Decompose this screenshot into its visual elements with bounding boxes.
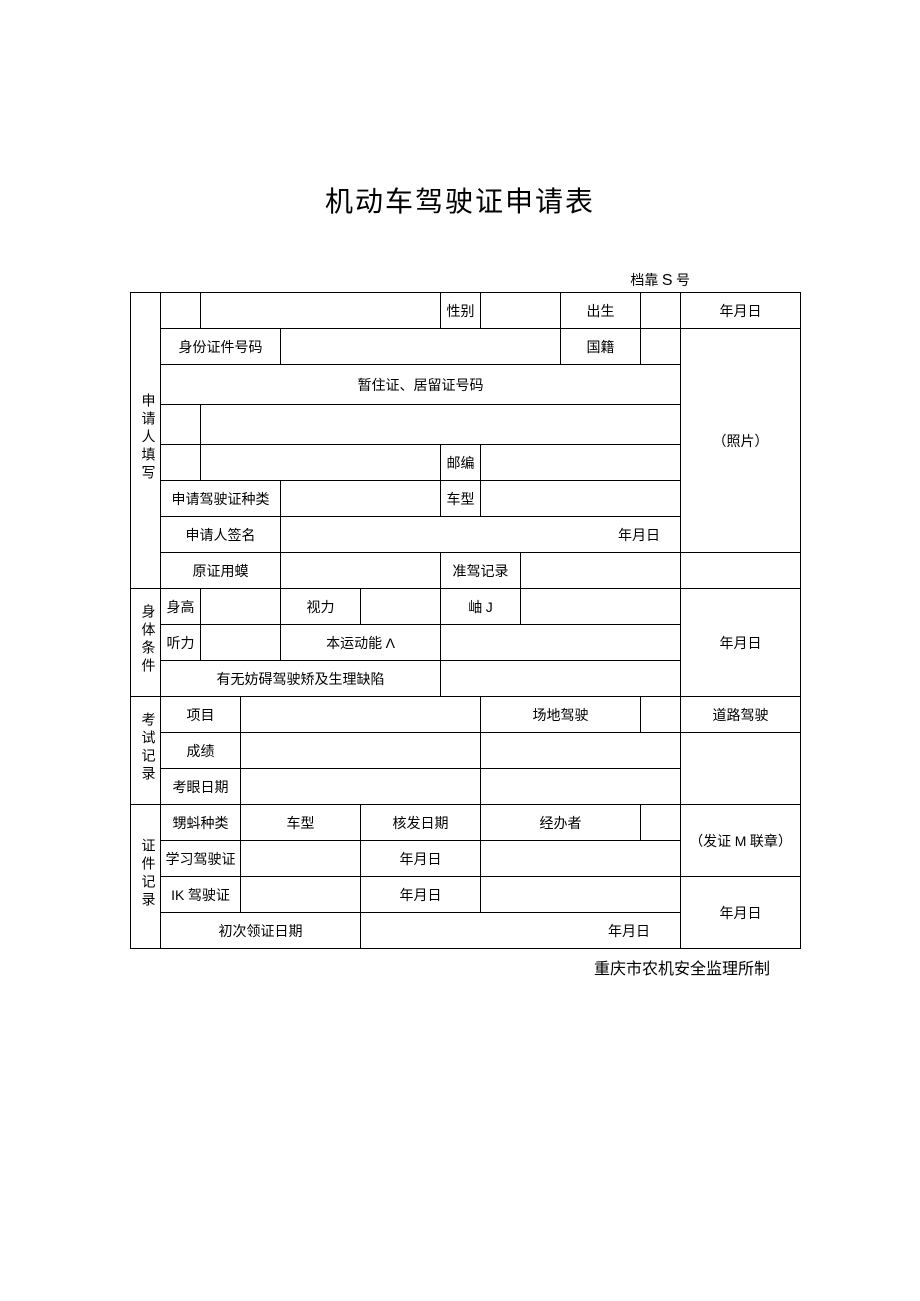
gender-value [481, 293, 561, 329]
exam-score-col1 [241, 733, 481, 769]
form-title: 机动车驾驶证申请表 [130, 180, 790, 220]
application-form-table: 申请人填写 性别 出生 年月日 身份证件号码 国籍 （照片） 暂住证、居留证号码 [130, 292, 801, 949]
postcode-label: 邮编 [441, 445, 481, 481]
exam-item-label: 项目 [161, 697, 241, 733]
exam-road-driving: 道路驾驶 [681, 697, 801, 733]
cert-ik-label: IK 驾驶证 [161, 877, 241, 913]
signature-label: 申请人签名 [161, 517, 281, 553]
section-cert: 证件记录 [131, 805, 161, 949]
cert-right-ymd: 年月日 [681, 877, 801, 949]
license-type-label: 申请驾驶证种类 [161, 481, 281, 517]
address-label-cell [161, 405, 201, 445]
address-value-cell [201, 405, 681, 445]
exam-site-extra [641, 697, 681, 733]
exam-date-col2 [481, 769, 681, 805]
cert-ik-handler [481, 877, 681, 913]
cert-ik-vehicle [241, 877, 361, 913]
exam-date-col1 [241, 769, 481, 805]
temp-permit-label: 暂住证、居留证号码 [161, 365, 681, 405]
exam-site-driving: 场地驾驶 [481, 697, 641, 733]
motor-label: 本运动能 Λ [281, 625, 441, 661]
contact-label-cell [161, 445, 201, 481]
orig-license-value [281, 553, 441, 589]
cert-type-label: 甥蚪种类 [161, 805, 241, 841]
height-value [201, 589, 281, 625]
idcard-value [281, 329, 561, 365]
name-label-cell [161, 293, 201, 329]
cert-learner-vehicle [241, 841, 361, 877]
exam-date-label: 考眼日期 [161, 769, 241, 805]
section-physical: 身体条件 [131, 589, 161, 697]
section-applicant: 申请人填写 [131, 293, 161, 589]
vehicle-type-value [481, 481, 681, 517]
cert-first-issue-label: 初次领证日期 [161, 913, 361, 949]
cert-handler-label: 经办者 [481, 805, 641, 841]
cert-learner-label: 学习驾驶证 [161, 841, 241, 877]
orig-license-label: 原证用蟆 [161, 553, 281, 589]
license-type-value [281, 481, 441, 517]
cert-ik-date: 年月日 [361, 877, 481, 913]
motor-value [441, 625, 681, 661]
birth-value [641, 293, 681, 329]
nationality-label: 国籍 [561, 329, 641, 365]
exam-right-cell [681, 733, 801, 805]
drive-record-value [521, 553, 681, 589]
gender-label: 性别 [441, 293, 481, 329]
impairment-value [441, 661, 681, 697]
cert-first-issue-value: 年月日 [361, 913, 681, 949]
hearing-value [201, 625, 281, 661]
exam-score-col2 [481, 733, 681, 769]
nationality-value [641, 329, 681, 365]
signature-value: 年月日 [281, 517, 681, 553]
phys-field3-value [521, 589, 681, 625]
postcode-value [481, 445, 681, 481]
birth-label: 出生 [561, 293, 641, 329]
exam-item-col1 [241, 697, 481, 733]
cert-issuedate-label: 核发日期 [361, 805, 481, 841]
cert-learner-handler [481, 841, 681, 877]
phys-ymd: 年月日 [681, 589, 801, 697]
vision-label: 视力 [281, 589, 361, 625]
file-number-label: 档靠 S 号 [130, 270, 790, 290]
birth-ymd: 年月日 [681, 293, 801, 329]
phys-field3-label: 岫 J [441, 589, 521, 625]
contact-value-cell [201, 445, 441, 481]
impairment-label: 有无妨碍驾驶矫及生理缺陷 [161, 661, 441, 697]
hearing-label: 听力 [161, 625, 201, 661]
idcard-label: 身份证件号码 [161, 329, 281, 365]
cert-vehicle-label: 车型 [241, 805, 361, 841]
section-exam: 考试记录 [131, 697, 161, 805]
drive-record-extra [681, 553, 801, 589]
height-label: 身高 [161, 589, 201, 625]
vision-value [361, 589, 441, 625]
cert-learner-date: 年月日 [361, 841, 481, 877]
cert-stamp: （发证 M 联章） [681, 805, 801, 877]
photo-area: （照片） [681, 329, 801, 553]
vehicle-type-label: 车型 [441, 481, 481, 517]
cert-handler-extra [641, 805, 681, 841]
drive-record-label: 准驾记录 [441, 553, 521, 589]
exam-score-label: 成绩 [161, 733, 241, 769]
form-footer: 重庆市农机安全监理所制 [130, 955, 790, 979]
name-value-cell [201, 293, 441, 329]
